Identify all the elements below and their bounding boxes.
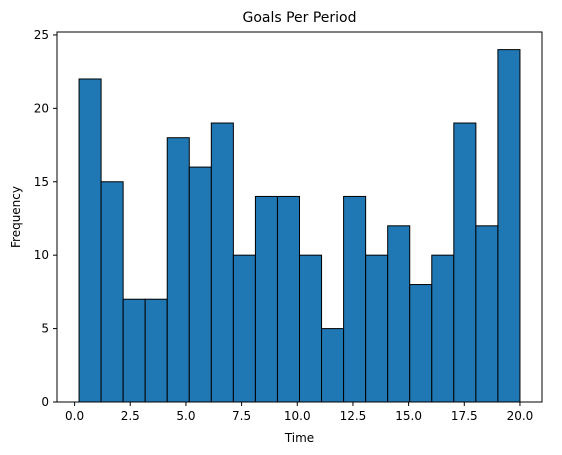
- plot-frame: [56, 31, 543, 403]
- histogram-bar: [299, 254, 323, 403]
- histogram-bar: [365, 254, 389, 403]
- histogram-bar: [188, 166, 212, 403]
- y-tick-label: 5: [41, 322, 49, 336]
- x-axis-label: Time: [284, 431, 314, 445]
- histogram-bar: [100, 181, 124, 403]
- histogram-bar: [254, 195, 278, 403]
- x-tick-label: 7.5: [232, 409, 251, 423]
- y-tick-label: 0: [41, 395, 49, 409]
- histogram-bar: [321, 328, 345, 403]
- histogram-bar: [122, 298, 146, 403]
- y-axis-label: Frequency: [9, 186, 23, 248]
- histogram-bar: [387, 225, 411, 403]
- histogram-bar: [210, 122, 234, 403]
- histogram-bar: [166, 137, 190, 403]
- histogram-bar: [453, 122, 477, 403]
- histogram-bar: [431, 254, 455, 403]
- x-tick-label: 10.0: [284, 409, 311, 423]
- x-tick-label: 17.5: [451, 409, 478, 423]
- x-tick-label: 12.5: [340, 409, 367, 423]
- x-tick-label: 0.0: [65, 409, 84, 423]
- x-tick-label: 5.0: [176, 409, 195, 423]
- x-axis-ticks: 0.0 2.5 5.0 7.5 10.0 12.5 15.0 17.5 20.0: [65, 402, 533, 423]
- x-tick-label: 20.0: [507, 409, 534, 423]
- y-tick-label: 20: [34, 101, 49, 115]
- histogram-bar: [497, 49, 521, 403]
- histogram-bar: [276, 195, 301, 403]
- histogram-bar: [475, 225, 499, 403]
- y-tick-label: 15: [34, 175, 49, 189]
- x-tick-label: 15.0: [395, 409, 422, 423]
- y-tick-label: 25: [34, 28, 49, 42]
- histogram-bar: [343, 195, 367, 403]
- bars-group: [78, 49, 521, 403]
- chart-title: Goals Per Period: [242, 10, 356, 26]
- histogram-bar: [409, 284, 433, 403]
- y-axis-ticks: 0 5 10 15 20 25: [34, 28, 57, 409]
- y-tick-label: 10: [34, 248, 49, 262]
- histogram-bar: [232, 254, 256, 403]
- x-tick-label: 2.5: [121, 409, 140, 423]
- histogram-bar: [144, 298, 168, 403]
- histogram-bar: [78, 78, 102, 403]
